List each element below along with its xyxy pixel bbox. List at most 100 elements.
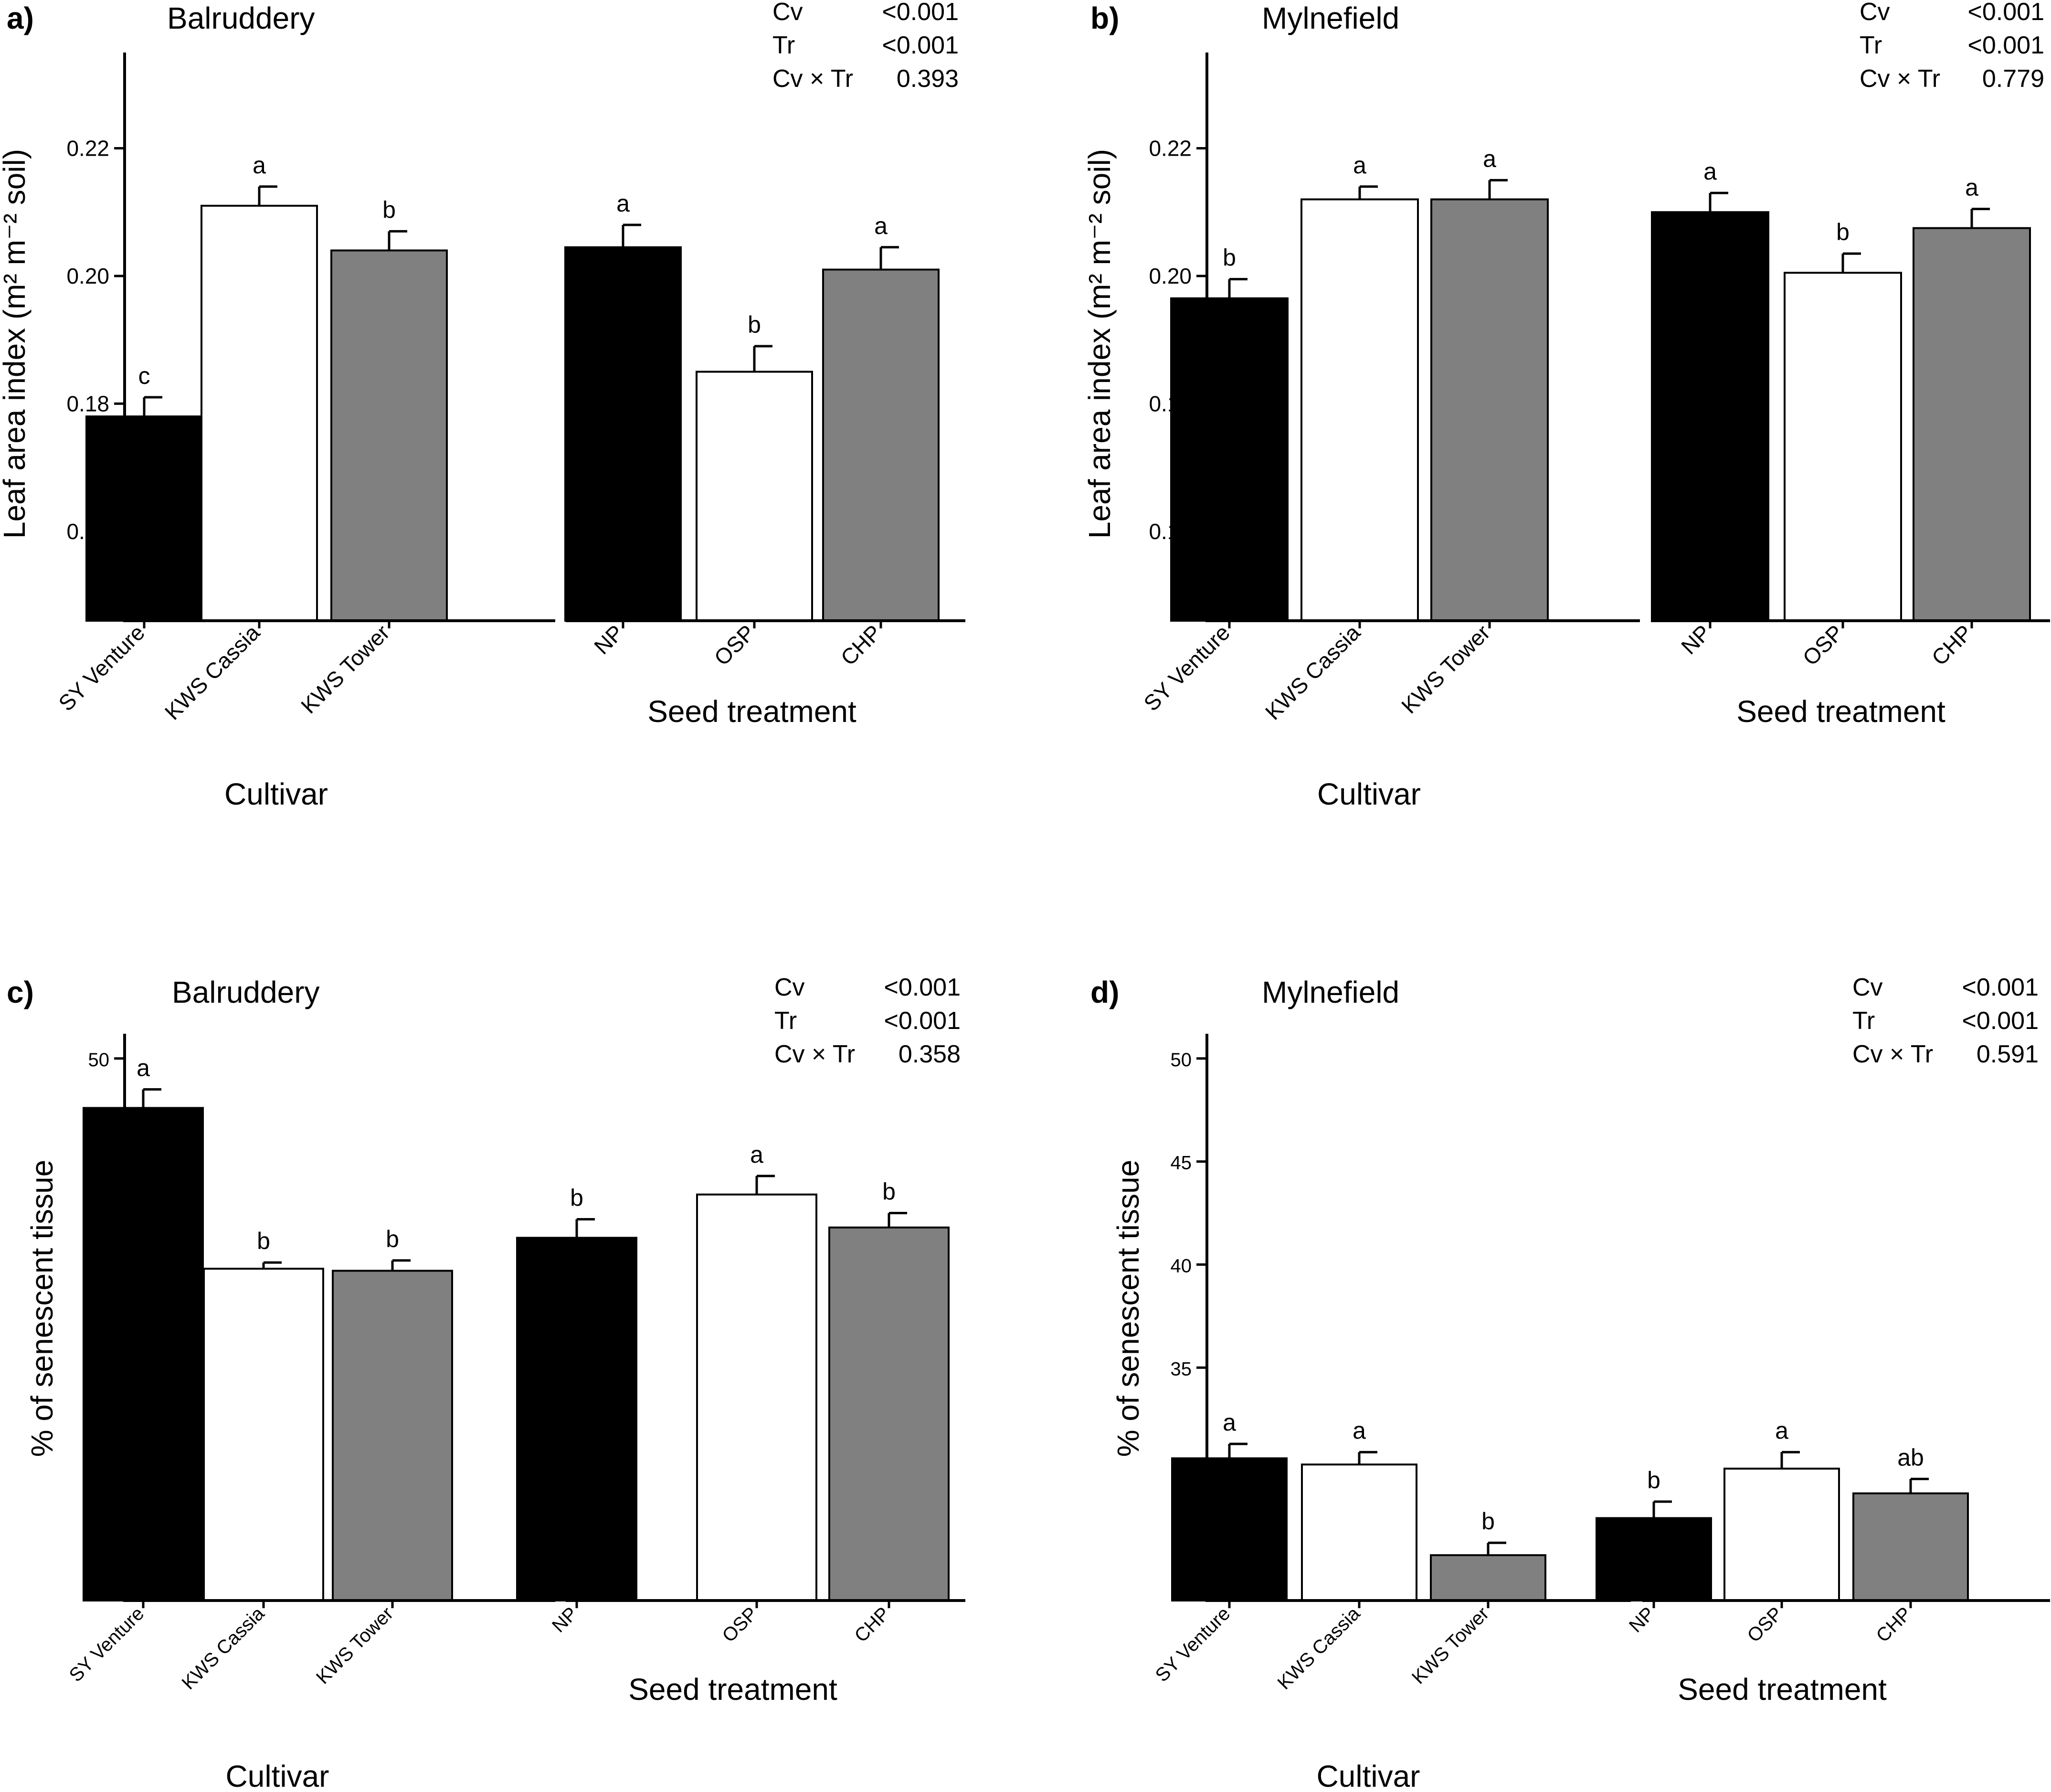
bar: [696, 1193, 817, 1601]
category-label: OSP: [719, 1603, 762, 1646]
stat-p-value: <0.001: [1968, 32, 2045, 59]
bar: [1723, 1467, 1840, 1601]
bar: [330, 249, 448, 622]
chart-panel-d: d) Mylnefield Cv <0.001 Tr <0.001 Cv × Tr 0.591…: [1090, 974, 2050, 1792]
stat-term: Cv: [1860, 0, 1890, 26]
bar: [203, 1268, 324, 1601]
significance-letter: a: [616, 190, 630, 217]
x-axis-label-cultivar: Cultivar: [224, 777, 328, 811]
stat-term: Cv × Tr: [1852, 1040, 1933, 1068]
stats-table: Cv <0.001 Tr <0.001 Cv × Tr 0.591: [1852, 974, 2039, 1068]
stat-term: Tr: [772, 32, 795, 59]
y-tick-label: 45: [1171, 1153, 1192, 1174]
bar: [828, 1226, 950, 1602]
y-tick-label: 40: [1171, 1255, 1192, 1276]
category-label: OSP: [1798, 620, 1848, 670]
significance-letter: b: [570, 1184, 583, 1211]
stat-p-value: <0.001: [882, 32, 959, 59]
category-label: KWS Tower: [296, 620, 394, 718]
category-label: SY Venture: [65, 1603, 148, 1686]
stat-term: Tr: [1860, 32, 1882, 59]
stat-term: Cv: [1852, 974, 1883, 1001]
bar: [516, 1237, 637, 1602]
category-label: OSP: [1744, 1603, 1787, 1646]
category-label: CHP: [1927, 620, 1977, 670]
significance-letter: b: [382, 196, 396, 223]
significance-letter: c: [138, 362, 150, 389]
stat-p-value: <0.001: [884, 1007, 961, 1035]
stat-term: Tr: [1852, 1007, 1875, 1035]
stat-p-value: <0.001: [1968, 0, 2045, 26]
stat-term: Cv: [774, 974, 805, 1001]
stat-term: Cv: [772, 0, 803, 26]
y-tick-label: 0.20: [1149, 264, 1192, 288]
stat-p-value: 0.393: [897, 65, 959, 93]
bar: [201, 204, 318, 622]
x-axis-label-cultivar: Cultivar: [1317, 1759, 1420, 1792]
category-label: OSP: [709, 620, 760, 670]
x-axis-label-seed-treatment: Seed treatment: [1678, 1672, 1887, 1707]
category-label: CHP: [836, 620, 886, 670]
significance-letter: b: [1647, 1467, 1660, 1494]
y-tick-label: 50: [88, 1050, 110, 1071]
site-title: Balruddery: [167, 1, 315, 35]
bar: [1596, 1517, 1712, 1601]
stat-term: Cv × Tr: [1860, 65, 1940, 93]
y-axis-label: % of senescent tissue: [25, 1160, 59, 1457]
bar: [1171, 1457, 1288, 1601]
panel-label: b): [1090, 1, 1119, 35]
y-tick-label: 30: [1171, 1462, 1192, 1483]
bar: [696, 371, 813, 622]
bar: [332, 1270, 453, 1601]
significance-letter: a: [1353, 152, 1366, 179]
y-tick-label: 0.18: [1149, 391, 1192, 416]
bar: [1301, 1463, 1417, 1602]
category-label: KWS Cassia: [178, 1603, 269, 1694]
site-title: Mylnefield: [1262, 975, 1399, 1009]
x-axis-label-seed-treatment: Seed treatment: [628, 1672, 837, 1707]
category-label: CHP: [851, 1603, 894, 1646]
stats-table: Cv <0.001 Tr <0.001 Cv × Tr 0.393: [772, 0, 959, 93]
significance-letter: a: [874, 212, 888, 239]
panel-label: a): [7, 1, 34, 35]
y-tick-label: 35: [88, 1358, 110, 1379]
y-tick-label: 0.18: [66, 391, 109, 416]
y-tick-label: 40: [88, 1255, 110, 1276]
stats-table: Cv <0.001 Tr <0.001 Cv × Tr 0.358: [774, 974, 961, 1068]
category-label: KWS Tower: [312, 1603, 397, 1688]
significance-letter: a: [1965, 174, 1978, 201]
y-axis-label: % of senescent tissue: [1111, 1160, 1145, 1457]
stat-p-value: <0.001: [884, 974, 961, 1001]
significance-letter: b: [257, 1228, 270, 1254]
chart-panel-a: a) Balruddery Cv <0.001 Tr <0.001 Cv × Tr 0.393…: [0, 0, 965, 811]
bar: [1913, 227, 2031, 622]
category-label: KWS Cassia: [160, 620, 265, 725]
significance-letter: b: [748, 311, 761, 338]
chart-panel-b: b) Mylnefield Cv <0.001 Tr <0.001 Cv × Tr 0.779…: [1082, 0, 2050, 811]
stat-p-value: 0.358: [899, 1040, 961, 1068]
y-tick-label: 50: [1171, 1050, 1192, 1071]
significance-letter: b: [882, 1178, 896, 1205]
significance-letter: b: [1223, 244, 1236, 271]
y-axis-label: Leaf area index (m² m⁻² soil): [1082, 149, 1117, 539]
x-axis-label-seed-treatment: Seed treatment: [1736, 694, 1945, 729]
category-label: CHP: [1872, 1603, 1916, 1646]
y-tick-label: 35: [1171, 1358, 1192, 1379]
x-axis-label-cultivar: Cultivar: [1317, 777, 1421, 811]
category-label: KWS Cassia: [1260, 620, 1365, 725]
y-tick-label: 0.22: [66, 136, 109, 161]
bar: [1430, 198, 1549, 622]
y-tick-label: 0.16: [66, 519, 109, 544]
bar: [564, 246, 682, 622]
significance-letter: a: [1703, 158, 1717, 185]
bar: [1852, 1492, 1969, 1601]
stat-term: Tr: [774, 1007, 797, 1035]
significance-letter: b: [386, 1226, 399, 1252]
stat-p-value: 0.779: [1982, 65, 2044, 93]
category-label: SY Venture: [1139, 620, 1235, 716]
y-axis-label: Leaf area index (m² m⁻² soil): [0, 149, 32, 539]
significance-letter: a: [1223, 1409, 1236, 1436]
category-label: SY Venture: [53, 620, 149, 716]
y-tick-label: 25: [88, 1565, 110, 1586]
y-tick-label: 45: [88, 1153, 110, 1174]
